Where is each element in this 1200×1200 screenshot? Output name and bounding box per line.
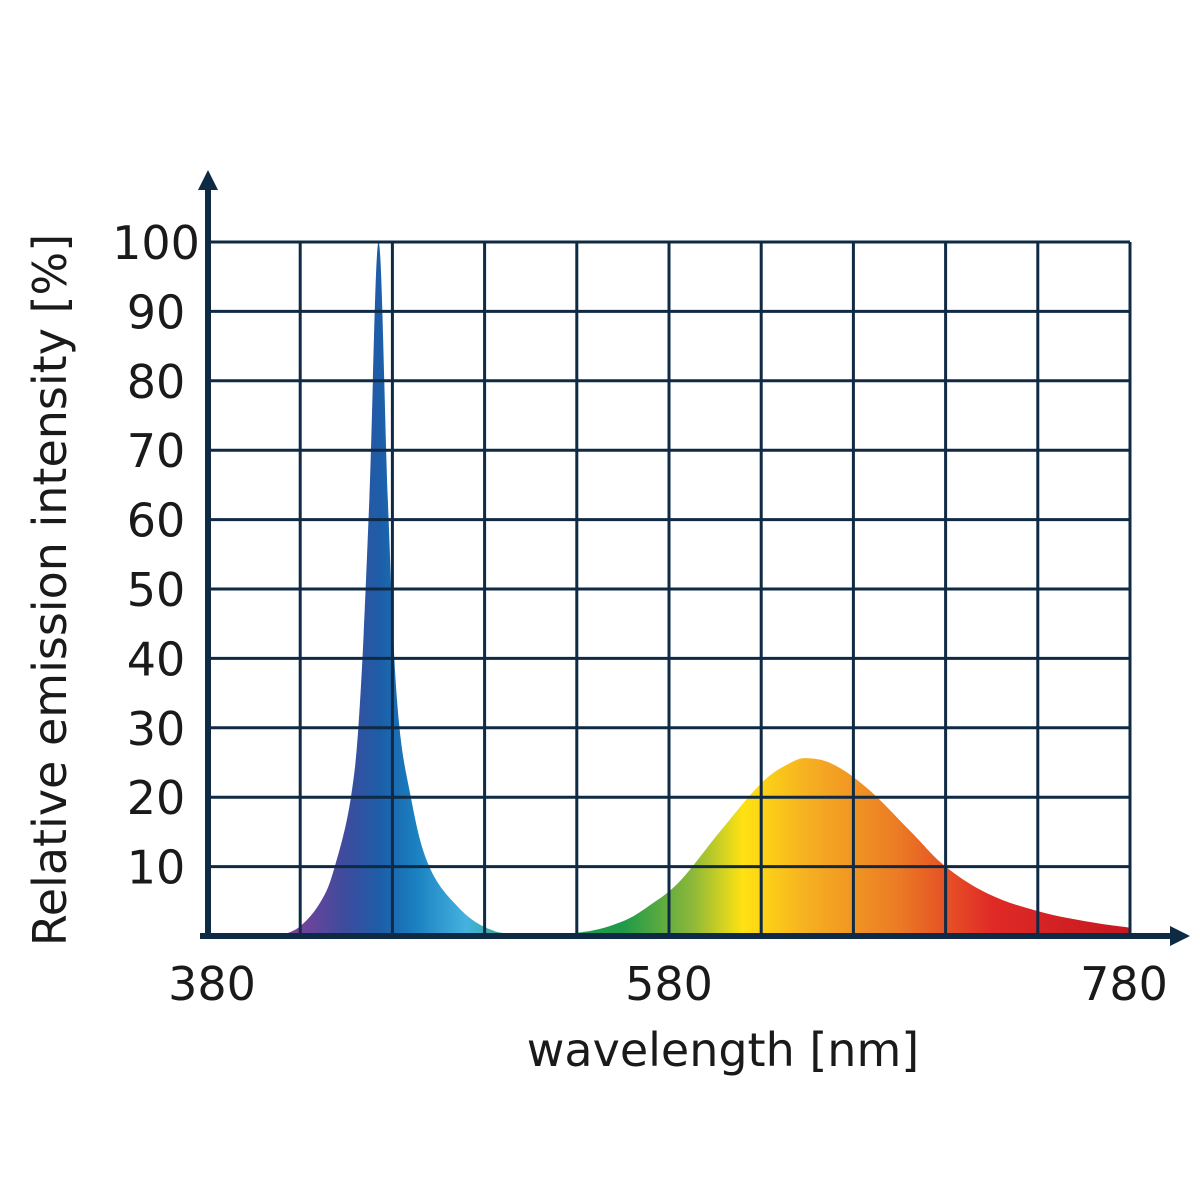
y-tick-label: 90 bbox=[127, 285, 186, 339]
y-axis-title: Relative emission intensity [%] bbox=[23, 234, 77, 946]
y-tick-label: 60 bbox=[127, 494, 186, 548]
y-tick-label: 20 bbox=[127, 771, 186, 825]
y-tick-label: 30 bbox=[127, 702, 186, 756]
x-axis-arrow-icon bbox=[1170, 926, 1190, 946]
y-tick-label: 100 bbox=[112, 216, 200, 270]
y-tick-label: 40 bbox=[127, 632, 186, 686]
y-tick-label: 80 bbox=[127, 355, 186, 409]
x-axis-title: wavelength [nm] bbox=[527, 1023, 919, 1077]
x-tick-label: 380 bbox=[168, 957, 256, 1011]
y-axis-arrow-icon bbox=[198, 170, 218, 190]
y-tick-label: 70 bbox=[127, 424, 186, 478]
x-tick-label: 580 bbox=[625, 957, 713, 1011]
x-tick-label: 780 bbox=[1080, 957, 1168, 1011]
y-tick-label: 50 bbox=[127, 563, 186, 617]
y-tick-label: 10 bbox=[127, 841, 186, 895]
